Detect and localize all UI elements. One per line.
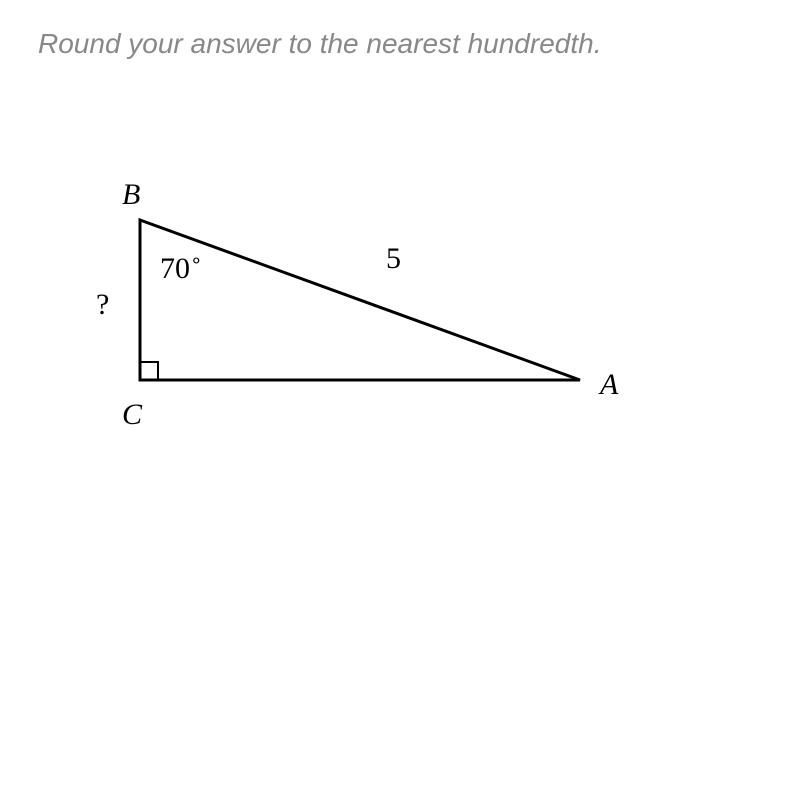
vertex-label-c: C: [122, 398, 142, 432]
triangle-svg: [90, 170, 640, 450]
triangle-diagram: B C A ? 70∘ 5: [90, 170, 640, 450]
hypotenuse-label: 5: [386, 242, 401, 276]
instruction-text: Round your answer to the nearest hundred…: [38, 28, 601, 60]
right-angle-marker: [140, 362, 158, 380]
angle-label: 70∘: [160, 248, 203, 286]
triangle-path: [140, 220, 580, 380]
unknown-side-label: ?: [96, 288, 109, 322]
vertex-label-b: B: [122, 178, 140, 212]
vertex-label-a: A: [600, 368, 618, 402]
